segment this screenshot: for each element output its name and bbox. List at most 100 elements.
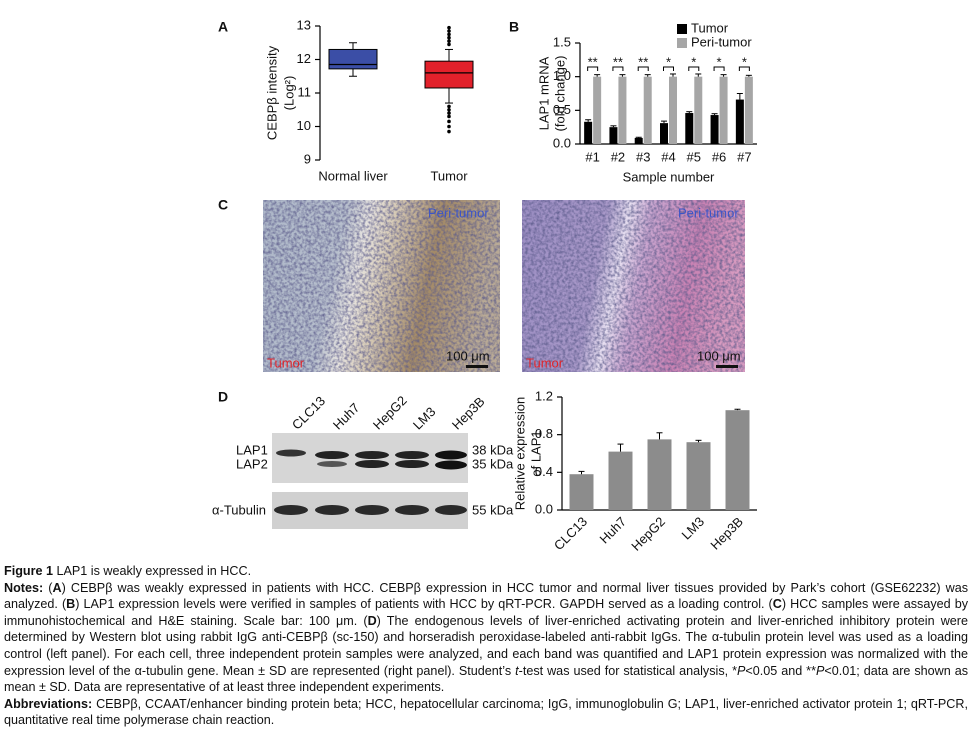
y-tick-label: 12 bbox=[297, 51, 311, 66]
y-axis-label: Relative expression bbox=[512, 397, 527, 510]
lane-label: Huh7 bbox=[330, 400, 363, 433]
y-tick-label: 0.0 bbox=[553, 135, 571, 150]
bar bbox=[694, 76, 703, 144]
outlier bbox=[447, 107, 451, 112]
bar bbox=[660, 123, 668, 144]
outlier bbox=[447, 124, 451, 129]
bar bbox=[686, 442, 711, 510]
bar bbox=[710, 115, 719, 144]
significance-bracket bbox=[587, 66, 599, 71]
bar bbox=[647, 439, 672, 510]
band-label: α-Tubulin bbox=[212, 502, 266, 517]
bar bbox=[584, 121, 593, 144]
bar bbox=[593, 76, 602, 144]
bar bbox=[569, 474, 594, 510]
figure-label: Figure 1 bbox=[4, 564, 53, 578]
legend-swatch bbox=[677, 38, 687, 48]
significance-label: ** bbox=[638, 54, 648, 69]
y-axis-label: LAP1 mRNA bbox=[536, 56, 551, 130]
band-label: LAP2 bbox=[236, 456, 268, 471]
x-tick-label: CLC13 bbox=[551, 514, 590, 553]
notes-text: <0.01; data are shown as mean ± SD. Data… bbox=[4, 663, 969, 695]
y-tick-label: 11 bbox=[298, 84, 312, 99]
outlier bbox=[447, 39, 451, 43]
y-axis-label: (fold change) bbox=[552, 56, 567, 132]
x-axis-label: Sample number bbox=[623, 169, 715, 184]
y-tick-label: 0.4 bbox=[535, 464, 553, 479]
scale-bar-label: 100 μm bbox=[697, 348, 741, 363]
y-tick-label: 13 bbox=[297, 17, 311, 32]
western-blot: LAP1 LAP2 α-Tubulin 38 kDa 35 kDa 55 kDa bbox=[212, 433, 514, 529]
y-tick-label: 1.2 bbox=[535, 388, 553, 403]
bar bbox=[609, 127, 618, 144]
significance-label: ** bbox=[588, 54, 598, 69]
y-tick-label: 0.0 bbox=[535, 501, 553, 516]
panel-label: C bbox=[218, 197, 228, 213]
region-label: Tumor bbox=[526, 355, 564, 370]
panel-label: B bbox=[509, 19, 519, 35]
outlier bbox=[447, 25, 451, 30]
notes-text: D bbox=[367, 613, 377, 628]
lane-label: Hep3B bbox=[449, 394, 488, 433]
notes-text: ( bbox=[48, 580, 53, 595]
x-tick-label: Hep3B bbox=[707, 514, 746, 553]
panel-label: A bbox=[218, 19, 228, 35]
bar bbox=[643, 76, 652, 144]
bar bbox=[735, 99, 744, 144]
notes-text: P bbox=[816, 663, 825, 678]
region-label: Peri-tumor bbox=[678, 205, 739, 220]
y-axis-label: of LAP1 bbox=[528, 430, 543, 476]
outlier bbox=[447, 119, 451, 124]
box bbox=[328, 48, 378, 70]
outlier bbox=[447, 35, 451, 40]
x-tick-label: #7 bbox=[737, 149, 751, 164]
bar bbox=[618, 76, 627, 144]
box bbox=[424, 60, 474, 89]
y-tick-label: 10 bbox=[297, 118, 311, 133]
notes-text: A bbox=[52, 580, 62, 595]
caption-title: Figure 1 LAP1 is weakly expressed in HCC… bbox=[4, 563, 968, 580]
x-tick-label: #6 bbox=[712, 149, 726, 164]
significance-label: * bbox=[742, 54, 747, 69]
notes-text: t bbox=[515, 663, 519, 678]
outlier bbox=[447, 114, 451, 119]
y-tick-label: 1.5 bbox=[553, 34, 571, 49]
x-tick-label: #1 bbox=[585, 149, 599, 164]
bar bbox=[634, 137, 643, 144]
notes-text: -test was used for statistical analysis,… bbox=[518, 663, 737, 678]
bar bbox=[719, 76, 728, 144]
bar bbox=[608, 451, 633, 510]
outlier bbox=[447, 129, 451, 134]
histology-image: Peri-tumor Tumor 100 μm bbox=[263, 200, 500, 372]
significance-bracket bbox=[688, 66, 700, 71]
significance-label: * bbox=[666, 54, 671, 69]
y-tick-label: 0.8 bbox=[535, 426, 553, 441]
abbreviations-text: CEBPβ, CCAAT/enhancer binding protein be… bbox=[4, 696, 968, 728]
notes: Notes: (A) CEBPβ was weakly expressed in… bbox=[4, 580, 968, 696]
bar bbox=[669, 76, 677, 144]
legend-label: Peri-tumor bbox=[691, 34, 752, 49]
x-tick-label: #5 bbox=[687, 149, 701, 164]
notes-text: ) LAP1 expression levels were verified i… bbox=[75, 597, 773, 612]
legend-label: Tumor bbox=[691, 20, 729, 35]
significance-bracket bbox=[738, 66, 750, 71]
histology-image: Peri-tumor Tumor 100 μm bbox=[522, 200, 745, 372]
lane-label: CLC13 bbox=[289, 393, 328, 432]
lane-label: LM3 bbox=[410, 404, 438, 432]
legend-swatch bbox=[677, 24, 687, 34]
size-label: 35 kDa bbox=[472, 456, 514, 471]
y-tick-label: 1.0 bbox=[553, 68, 571, 83]
significance-label: ** bbox=[613, 54, 623, 69]
significance-bracket bbox=[637, 66, 649, 71]
outlier bbox=[447, 29, 451, 33]
x-tick-label: Tumor bbox=[430, 168, 468, 183]
y-axis-label: CEBPβ intensity bbox=[264, 45, 279, 140]
region-label: Peri-tumor bbox=[428, 205, 489, 220]
size-label: 55 kDa bbox=[472, 502, 514, 517]
notes-text: ) HCC samples were assayed by immunohist… bbox=[4, 597, 969, 628]
panel-label: D bbox=[218, 389, 228, 405]
abbreviations: Abbreviations: CEBPβ, CCAAT/enhancer bin… bbox=[4, 696, 968, 729]
significance-bracket bbox=[663, 66, 674, 71]
caption: Figure 1 LAP1 is weakly expressed in HCC… bbox=[4, 563, 968, 729]
significance-bracket bbox=[612, 66, 624, 71]
